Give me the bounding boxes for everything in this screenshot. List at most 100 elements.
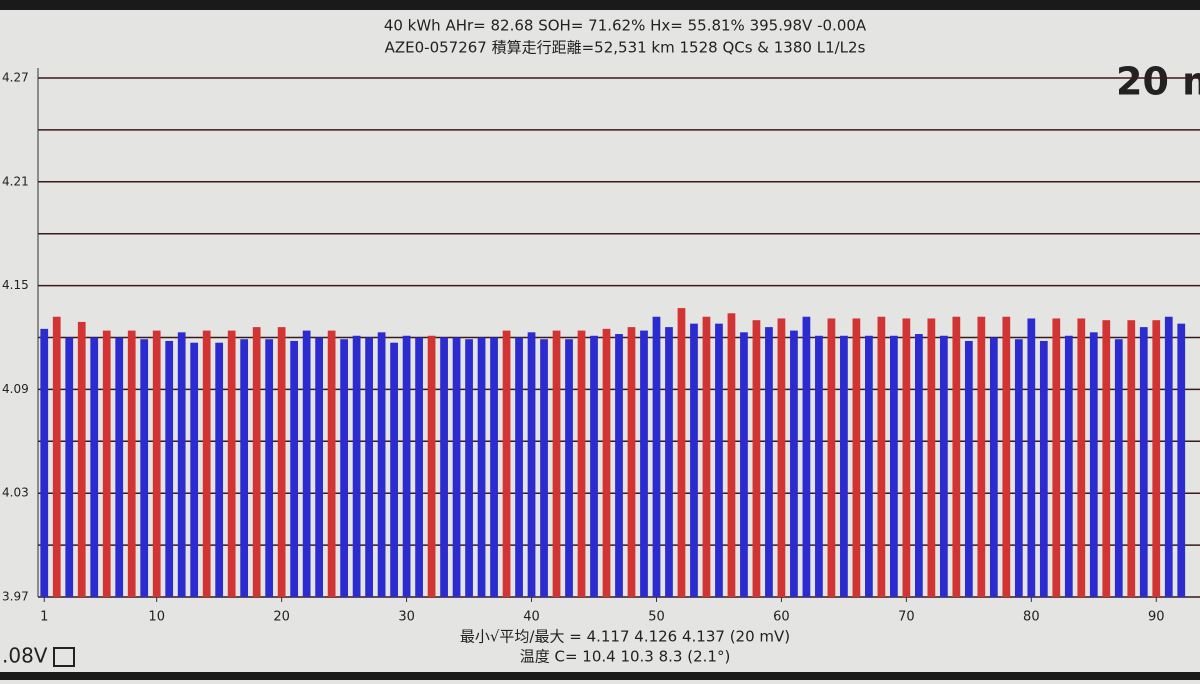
bar <box>115 337 124 597</box>
bar <box>989 337 998 597</box>
bar <box>227 330 236 597</box>
bar <box>1014 339 1023 597</box>
bar <box>1039 340 1048 597</box>
bar <box>527 332 536 597</box>
x-tick-label: 1 <box>40 610 48 625</box>
bar <box>290 340 299 597</box>
bar <box>540 339 548 597</box>
bar <box>752 320 761 597</box>
bar <box>202 330 211 597</box>
bottom-bezel <box>0 672 1200 680</box>
bar <box>377 332 386 597</box>
y-tick-label: 4.15 <box>2 278 29 292</box>
bar <box>465 339 473 597</box>
bar <box>565 339 573 597</box>
bar <box>240 339 249 597</box>
bar <box>502 330 511 597</box>
bar <box>1052 318 1061 597</box>
bar <box>340 339 348 597</box>
bar <box>577 330 586 597</box>
bar <box>1114 339 1123 597</box>
bar <box>590 335 598 597</box>
bar <box>865 335 873 597</box>
x-tick-label: 80 <box>1023 610 1040 625</box>
x-tick-label: 70 <box>898 610 915 625</box>
bar <box>265 339 274 597</box>
bar <box>964 340 973 597</box>
bar <box>852 318 861 597</box>
bar <box>690 323 698 597</box>
bar <box>1127 320 1136 597</box>
bar <box>390 342 398 597</box>
bar <box>90 337 99 597</box>
bar <box>977 316 986 597</box>
bar <box>1089 332 1098 597</box>
y-tick-label: 4.21 <box>2 174 29 188</box>
bar <box>615 334 623 597</box>
x-tick-label: 60 <box>773 610 790 625</box>
bar <box>952 316 961 597</box>
bar <box>415 337 423 597</box>
bar <box>702 316 711 597</box>
bar <box>252 327 261 597</box>
x-tick-label: 90 <box>1148 610 1165 625</box>
bar <box>939 335 948 597</box>
bar <box>715 323 723 597</box>
y-tick-label: 4.27 <box>2 71 29 85</box>
y-tick-label: 3.97 <box>2 590 29 604</box>
bar <box>727 313 736 597</box>
bar <box>515 337 523 597</box>
bar <box>140 339 149 597</box>
bar <box>827 318 836 597</box>
bar <box>327 330 336 597</box>
footer-line: 温度 C= 10.4 10.3 8.3 (2.1°) <box>520 648 731 666</box>
bar <box>52 316 61 597</box>
bar <box>1164 316 1173 597</box>
x-tick-label: 10 <box>148 610 165 625</box>
bar <box>315 337 324 597</box>
bar <box>552 330 561 597</box>
bar <box>77 321 86 597</box>
bar <box>452 337 461 597</box>
x-tick-label: 20 <box>273 610 290 625</box>
bar <box>277 327 286 597</box>
bar <box>627 327 636 597</box>
bar <box>65 337 74 597</box>
bar <box>215 342 224 597</box>
bar <box>402 335 411 597</box>
bar <box>652 316 661 597</box>
bar <box>427 335 436 597</box>
bar <box>1139 327 1148 597</box>
bar <box>1077 318 1086 597</box>
x-tick-label: 30 <box>398 610 415 625</box>
bar <box>440 337 448 597</box>
bar <box>602 328 611 597</box>
bar <box>40 328 49 597</box>
bar <box>1177 323 1186 597</box>
bar <box>765 327 773 597</box>
bar <box>352 335 361 597</box>
bar <box>640 330 648 597</box>
y-tick-label: 4.03 <box>2 486 29 500</box>
header-line: AZE0-057267 積算走行距離=52,531 km 1528 QCs & … <box>385 39 866 57</box>
bar <box>914 334 923 597</box>
bar <box>815 335 823 597</box>
top-bezel <box>0 0 1200 10</box>
footer-line: 最小√平均/最大 = 4.117 4.126 4.137 (20 mV) <box>460 628 790 646</box>
bar <box>902 318 911 597</box>
bar <box>840 335 848 597</box>
x-tick-label: 50 <box>648 610 665 625</box>
x-tick-label: 40 <box>523 610 540 625</box>
bar <box>490 337 498 597</box>
bar <box>802 316 811 597</box>
bar <box>1152 320 1161 597</box>
bar <box>777 318 786 597</box>
bar <box>165 340 174 597</box>
battery-icon <box>53 647 75 667</box>
bar <box>927 318 936 597</box>
bar <box>677 308 686 597</box>
y-tick-label: 4.09 <box>2 382 29 396</box>
bar <box>790 330 798 597</box>
bar <box>152 330 161 597</box>
